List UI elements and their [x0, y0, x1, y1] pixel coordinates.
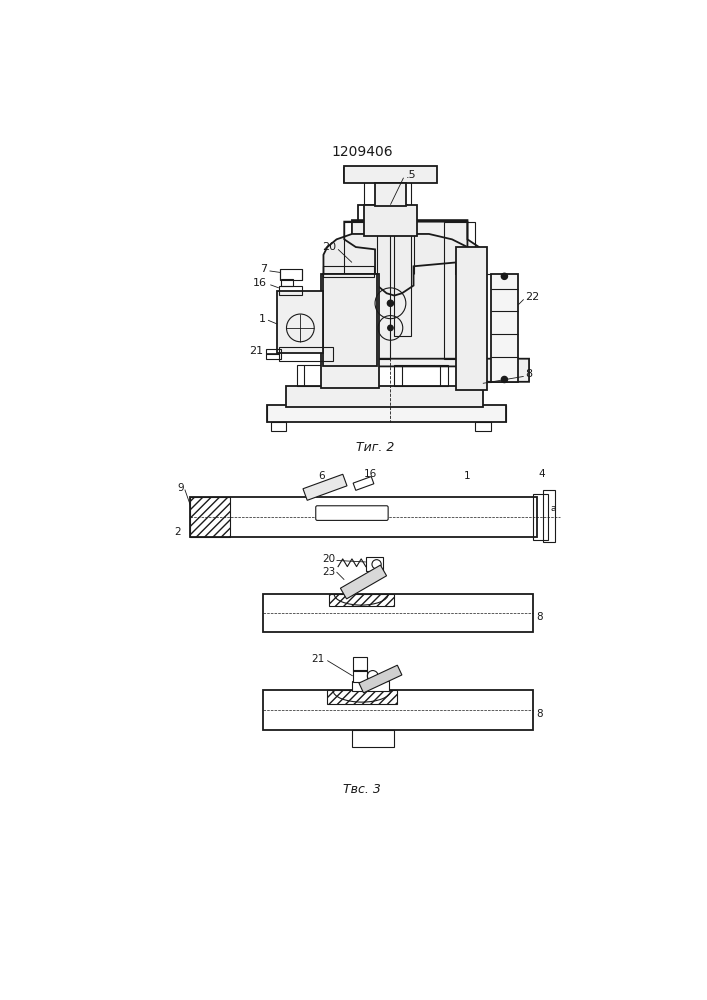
Text: 16: 16 [253, 278, 267, 288]
Text: 21: 21 [312, 654, 325, 664]
Bar [353, 670, 366, 682]
Bar [444, 222, 475, 359]
Bar [395, 182, 411, 336]
Polygon shape [324, 234, 467, 296]
Text: 6: 6 [318, 471, 325, 481]
Text: 22: 22 [525, 292, 539, 302]
Bar [277, 291, 324, 353]
Text: .5: .5 [406, 170, 416, 180]
Bar [475, 422, 491, 431]
Bar [364, 205, 416, 235]
Bar [344, 168, 421, 182]
Bar [190, 497, 230, 537]
Circle shape [387, 300, 394, 306]
Bar [267, 405, 506, 422]
Text: 1209406: 1209406 [331, 145, 393, 159]
Bar [352, 730, 395, 747]
Text: 8: 8 [537, 612, 544, 622]
Bar [264, 594, 533, 632]
Text: 8: 8 [525, 369, 532, 379]
Bar [271, 422, 286, 431]
Text: a: a [551, 504, 556, 513]
Bar [353, 657, 366, 671]
Bar [395, 365, 448, 386]
Bar [352, 681, 389, 691]
Bar [317, 507, 387, 519]
Bar [266, 349, 281, 359]
Bar [344, 166, 437, 183]
FancyBboxPatch shape [316, 506, 388, 520]
Bar [358, 205, 407, 222]
Polygon shape [303, 474, 347, 500]
Text: 16: 16 [363, 469, 377, 479]
Bar [321, 274, 379, 388]
Text: 21: 21 [250, 346, 264, 356]
Circle shape [501, 273, 508, 279]
Polygon shape [340, 565, 387, 599]
Bar [366, 557, 382, 571]
Text: Τвс. 3: Τвс. 3 [343, 783, 381, 796]
Bar [491, 274, 518, 382]
Bar [281, 279, 293, 286]
Circle shape [501, 376, 508, 383]
Polygon shape [353, 477, 374, 490]
Bar [279, 347, 333, 361]
Text: 23: 23 [322, 567, 335, 577]
Circle shape [387, 325, 393, 331]
Text: Τиг. 2: Τиг. 2 [356, 441, 395, 454]
Bar [281, 269, 302, 280]
Bar [286, 386, 483, 407]
Text: 8: 8 [537, 709, 544, 719]
Text: 20: 20 [322, 554, 335, 564]
Polygon shape [359, 665, 402, 693]
Bar [364, 182, 402, 205]
Bar [324, 266, 373, 277]
Text: 1: 1 [464, 471, 471, 481]
Text: 4: 4 [538, 469, 545, 479]
Bar [375, 183, 406, 206]
Bar [264, 690, 533, 730]
Polygon shape [340, 220, 529, 382]
Bar [190, 497, 537, 537]
Bar [327, 690, 397, 704]
Bar [456, 247, 486, 389]
Bar [279, 286, 302, 295]
Bar [533, 494, 549, 540]
Text: 20: 20 [322, 242, 337, 252]
Text: 1: 1 [259, 314, 266, 324]
Bar [344, 222, 390, 359]
Text: 2: 2 [175, 527, 181, 537]
Text: 9: 9 [177, 483, 184, 493]
Bar [543, 490, 555, 542]
Bar [296, 365, 335, 386]
Bar [324, 274, 378, 366]
Text: 7: 7 [260, 264, 267, 274]
Bar [329, 594, 395, 606]
